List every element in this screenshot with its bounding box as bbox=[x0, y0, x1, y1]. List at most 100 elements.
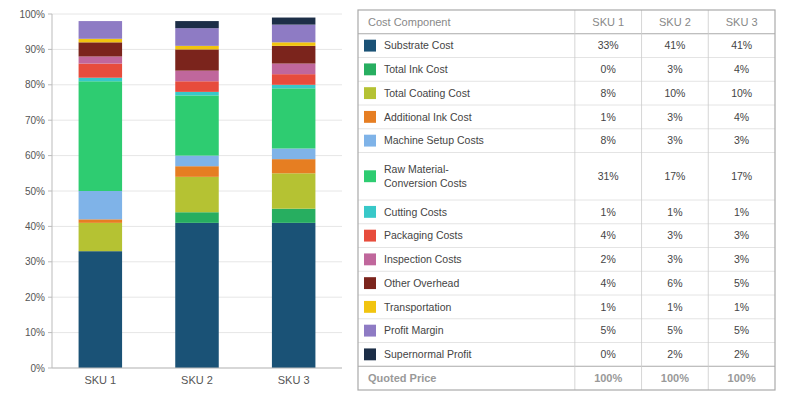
data-label: 6% bbox=[667, 277, 682, 289]
bar-segment bbox=[79, 42, 123, 56]
tick-label: 100% bbox=[19, 9, 45, 20]
bar-segment bbox=[79, 64, 123, 78]
legend-entry: Inspection Costs bbox=[384, 253, 462, 265]
data-label: 1% bbox=[667, 206, 682, 218]
data-label: 33% bbox=[598, 39, 619, 51]
data-label: 1% bbox=[667, 301, 682, 313]
tick-mark bbox=[48, 191, 52, 192]
data-label: 4% bbox=[601, 277, 616, 289]
bar-segment bbox=[175, 166, 219, 177]
bar-segment bbox=[175, 92, 219, 96]
bar-segment bbox=[272, 42, 316, 46]
bar-segment bbox=[272, 64, 316, 75]
data-label: 4% bbox=[601, 229, 616, 241]
legend-swatch bbox=[364, 230, 376, 242]
data-label: 3% bbox=[667, 253, 682, 265]
legend-swatch bbox=[364, 253, 376, 265]
bar-segment bbox=[272, 88, 316, 148]
data-label: 8% bbox=[601, 134, 616, 146]
legend-entry-line: Profit Margin bbox=[384, 324, 444, 336]
table-header: SKU 2 bbox=[659, 16, 691, 28]
data-label: 1% bbox=[601, 206, 616, 218]
bar-segment bbox=[272, 159, 316, 173]
legend-swatch bbox=[364, 135, 376, 147]
bar-segment bbox=[79, 191, 123, 219]
bar-segment bbox=[79, 223, 123, 251]
tick-label: 80% bbox=[25, 79, 45, 90]
data-label: 3% bbox=[667, 111, 682, 123]
tick-mark bbox=[48, 261, 52, 262]
data-label: 41% bbox=[731, 39, 752, 51]
legend-swatch bbox=[364, 348, 376, 360]
legend-entry-line: Additional Ink Cost bbox=[384, 111, 472, 123]
bar-segment bbox=[79, 39, 123, 43]
data-label: 5% bbox=[667, 324, 682, 336]
data-label: 10% bbox=[731, 87, 752, 99]
bar-segment bbox=[175, 95, 219, 155]
data-label: 0% bbox=[601, 63, 616, 75]
bar-segment bbox=[272, 173, 316, 208]
table-footer: 100% bbox=[661, 372, 689, 384]
legend-entry-line: Inspection Costs bbox=[384, 253, 462, 265]
bars bbox=[79, 18, 316, 368]
data-label: 3% bbox=[734, 134, 749, 146]
legend-entry: Packaging Costs bbox=[384, 229, 463, 241]
data-label: 17% bbox=[731, 170, 752, 182]
bar-segment bbox=[272, 18, 316, 25]
tick-mark bbox=[48, 84, 52, 85]
table-row-line bbox=[358, 223, 775, 224]
legend-swatch bbox=[364, 40, 376, 52]
legend-entry-line: Transportation bbox=[384, 301, 451, 313]
bar-segment bbox=[175, 49, 219, 70]
legend-swatch bbox=[364, 87, 376, 99]
bar-segment bbox=[175, 21, 219, 28]
data-label: 5% bbox=[601, 324, 616, 336]
data-label: 5% bbox=[734, 277, 749, 289]
bar-segment bbox=[175, 212, 219, 223]
table-border bbox=[358, 10, 775, 390]
data-label: 3% bbox=[734, 229, 749, 241]
bar-segment bbox=[175, 28, 219, 46]
bar-segment bbox=[272, 223, 316, 368]
data-label: 5% bbox=[734, 324, 749, 336]
bar-segment bbox=[79, 219, 123, 223]
grid-line bbox=[52, 14, 342, 15]
tick-mark bbox=[48, 368, 52, 369]
bar-segment bbox=[79, 21, 123, 39]
tick-mark bbox=[48, 297, 52, 298]
data-label: 0% bbox=[601, 348, 616, 360]
bar-segment bbox=[272, 149, 316, 160]
legend-entry: Total Coating Cost bbox=[384, 87, 470, 99]
data-label: 1% bbox=[601, 301, 616, 313]
tick-label: 90% bbox=[25, 44, 45, 55]
table-row-line bbox=[358, 318, 775, 319]
legend-swatch bbox=[364, 325, 376, 337]
table-col-line bbox=[708, 10, 709, 390]
bar-segment bbox=[79, 251, 123, 368]
bar-segment bbox=[79, 81, 123, 191]
data-label: 31% bbox=[598, 170, 619, 182]
table-row-line bbox=[358, 247, 775, 248]
x-tick-label: SKU 1 bbox=[84, 374, 116, 386]
data-label: 3% bbox=[667, 134, 682, 146]
data-label: 3% bbox=[734, 253, 749, 265]
legend-entry: Raw Material-Conversion Costs bbox=[384, 163, 467, 189]
data-label: 41% bbox=[664, 39, 685, 51]
tick-label: 60% bbox=[25, 150, 45, 161]
table-row-line bbox=[358, 271, 775, 272]
data-label: 2% bbox=[601, 253, 616, 265]
legend-entry-line: Substrate Cost bbox=[384, 39, 454, 51]
data-label: 8% bbox=[601, 87, 616, 99]
legend-entry-line: Raw Material- bbox=[384, 163, 449, 175]
legend-entry: Cutting Costs bbox=[384, 206, 447, 218]
data-label: 3% bbox=[667, 229, 682, 241]
data-label: 3% bbox=[667, 63, 682, 75]
tick-mark bbox=[48, 226, 52, 227]
legend-entry: Profit Margin bbox=[384, 324, 444, 336]
tick-mark bbox=[48, 14, 52, 15]
bar-segment bbox=[272, 85, 316, 89]
data-label: 1% bbox=[734, 206, 749, 218]
table-row-line bbox=[358, 366, 775, 367]
legend-swatch bbox=[364, 170, 376, 182]
table: Cost ComponentSKU 1SKU 2SKU 3Substrate C… bbox=[358, 10, 775, 390]
